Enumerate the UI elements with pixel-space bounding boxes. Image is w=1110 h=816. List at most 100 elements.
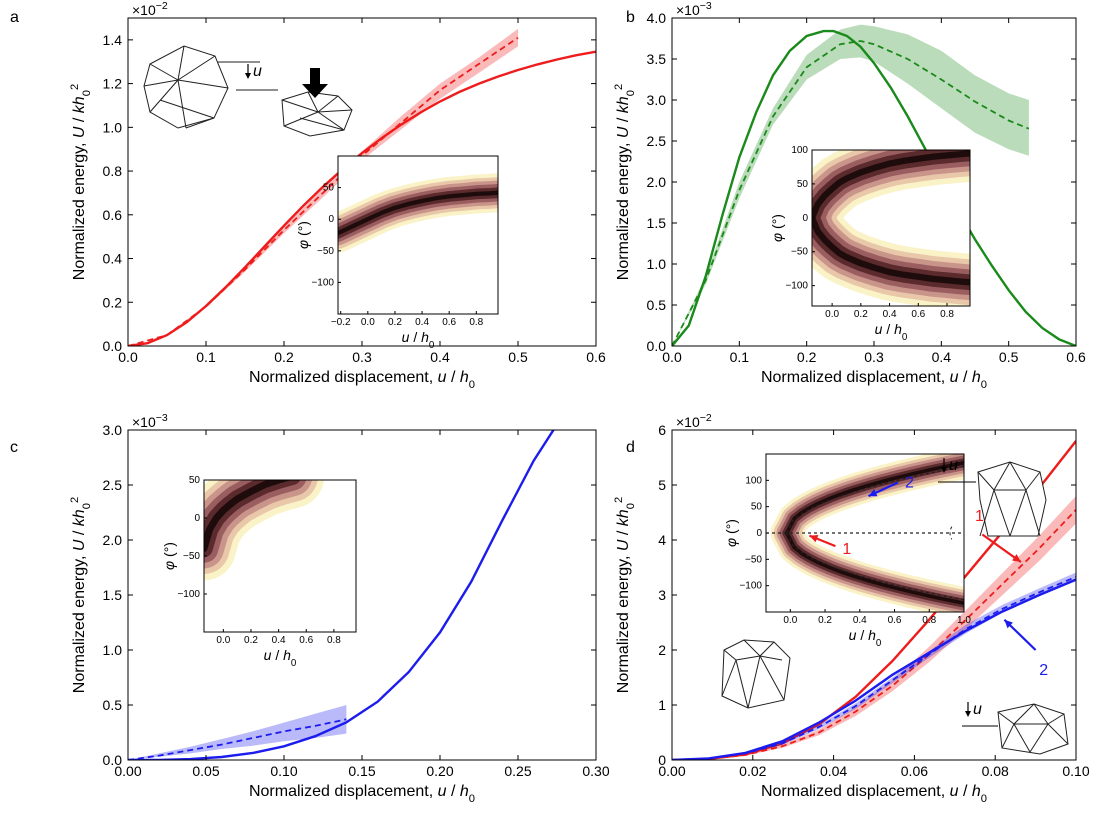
inset-x-tick-label: 0.0 [783, 615, 797, 626]
annotation-2: 2 [1039, 662, 1048, 679]
y-axis-label: Normalized energy, U / kh02 [69, 497, 93, 693]
inset-y-tick-label: −50 [317, 246, 334, 257]
inset-x-tick-label: 0.0 [825, 309, 839, 320]
x-tick-label: 0.15 [348, 763, 375, 779]
branch-guide-upper [786, 465, 964, 534]
x-tick-label: 0.0 [118, 349, 138, 365]
x-tick-label: 0.30 [582, 763, 609, 779]
uncertainty-band [128, 705, 347, 760]
solid-series-line [672, 29, 1076, 346]
inset-heatmap: −0.2 0.0 0.2 0.4 0.6 0.8 50 0 −50 −100 u / h0 φ (°) [295, 155, 499, 351]
x-axis-label: Normalized displacement, u / h0 [249, 783, 475, 805]
inset-x-axis-label: u / h0 [875, 321, 908, 343]
inset-annotation-2: 2 [905, 475, 914, 492]
y-axis-label: Normalized energy, U / kh02 [613, 84, 637, 280]
crease [977, 471, 995, 491]
crease [159, 99, 215, 119]
panel-label: b [626, 9, 635, 26]
origami-illustration-a: u [143, 45, 353, 137]
exponent-label: ×10−3 [676, 0, 712, 18]
crease [735, 659, 749, 709]
crease [1047, 713, 1065, 725]
crease [759, 655, 783, 661]
series-group [672, 24, 1076, 346]
inset-x-tick-label: 0.6 [442, 317, 456, 328]
inset-y-tick-label: 100 [745, 475, 762, 486]
crease [1025, 471, 1041, 491]
inset-y-tick-label: −100 [177, 589, 200, 600]
crease [997, 711, 1015, 725]
y-tick-label: 0.5 [647, 297, 667, 313]
y-tick-label: 2 [658, 642, 666, 658]
branch-guide-lower [786, 532, 964, 601]
inset-x-tick-label: 0.8 [940, 309, 954, 320]
inset-x-tick-label: −0.2 [331, 317, 351, 328]
exponent-label: ×10−2 [132, 0, 168, 18]
displacement-symbol: u [973, 701, 982, 718]
inset-x-tick-label: 0.6 [888, 615, 902, 626]
inset-x-tick-label: 1.0 [957, 615, 971, 626]
crease [1009, 461, 1027, 491]
x-tick-label: 0.2 [274, 349, 294, 365]
y-tick-label: 0.6 [103, 207, 123, 223]
y-tick-label: 0.4 [103, 251, 123, 267]
inset-x-tick-label: 0.0 [216, 635, 230, 646]
inset-heatmap: 0.0 0.2 0.4 0.6 0.8 100 50 0 −50 −100 u / h0 φ (°) [769, 145, 971, 343]
annotation-arrowhead [868, 489, 878, 497]
x-tick-label: 0.02 [739, 763, 766, 779]
crease [723, 649, 737, 661]
x-tick-label: 0.6 [586, 349, 606, 365]
x-axis-label: Normalized displacement, u / h0 [761, 783, 987, 805]
inset-x-tick-label: 0.4 [883, 309, 897, 320]
solid-series-line [128, 50, 596, 346]
load-arrow-head [302, 84, 328, 98]
x-tick-label: 0.1 [196, 349, 216, 365]
inset-y-tick-label: −100 [311, 277, 334, 288]
heatmap-ridge [785, 531, 964, 605]
tall-prism [977, 461, 1047, 537]
x-tick-label: 0.1 [730, 349, 750, 365]
panel-b: b 0.0 0.1 0.2 0.3 0.4 0.5 0.6 0.0 0.5 1.0 1.5 2.0 2.5… [613, 0, 1086, 391]
crease [759, 641, 775, 657]
crease [1013, 723, 1031, 753]
inset-y-tick-label: 50 [797, 179, 809, 190]
inset-y-axis-label: φ (°) [723, 519, 739, 547]
panel-c: c0.00 0.05 0.10 0.15 0.20 0.25 0.300.00.51.01.… [10, 412, 610, 805]
inset-x-tick-label: 0.2 [388, 317, 402, 328]
inset-x-tick-label: 0.2 [244, 635, 258, 646]
y-tick-label: 0.5 [103, 697, 123, 713]
uncertainty-band [672, 572, 1076, 760]
inset-heatmap: 0.0 0.2 0.4 0.6 0.8 50 0 −50 −100 u / h0 φ (°) [161, 475, 357, 669]
solid-series-line [128, 430, 555, 760]
load-arrow-shaft [310, 68, 320, 84]
heatmap-ridge [338, 190, 498, 236]
crease [1033, 703, 1049, 725]
inset-y-axis-label: φ (°) [769, 214, 785, 242]
uncertainty-band [128, 28, 518, 346]
inset-y-tick-label: 50 [751, 502, 763, 513]
inset-x-tick-label: 0.4 [415, 317, 429, 328]
origami-illustration-d: uu [721, 457, 1069, 755]
x-tick-label: 0.20 [426, 763, 453, 779]
x-tick-label: 0.10 [270, 763, 297, 779]
y-tick-label: 0.0 [647, 338, 667, 354]
y-tick-label: 1.0 [647, 256, 667, 272]
inset-x-tick-label: 0.2 [854, 309, 868, 320]
inset-x-tick-label: 0.4 [853, 615, 867, 626]
x-axis-label: Normalized displacement, u / h0 [249, 369, 475, 391]
displacement-symbol: u [949, 457, 958, 474]
x-tick-label: 0.00 [658, 763, 685, 779]
crease [993, 461, 1011, 491]
crease [1029, 723, 1049, 753]
inset-y-tick-label: 0 [802, 213, 808, 224]
crease [283, 111, 319, 127]
x-tick-label: 0.06 [901, 763, 928, 779]
inset-y-tick-label: −50 [183, 551, 200, 562]
inset-frame [337, 155, 499, 315]
x-tick-label: 0.00 [114, 763, 141, 779]
displacement-arrowhead [965, 711, 971, 717]
y-tick-label: 2.5 [647, 133, 667, 149]
annotation-1: 1 [975, 508, 984, 525]
